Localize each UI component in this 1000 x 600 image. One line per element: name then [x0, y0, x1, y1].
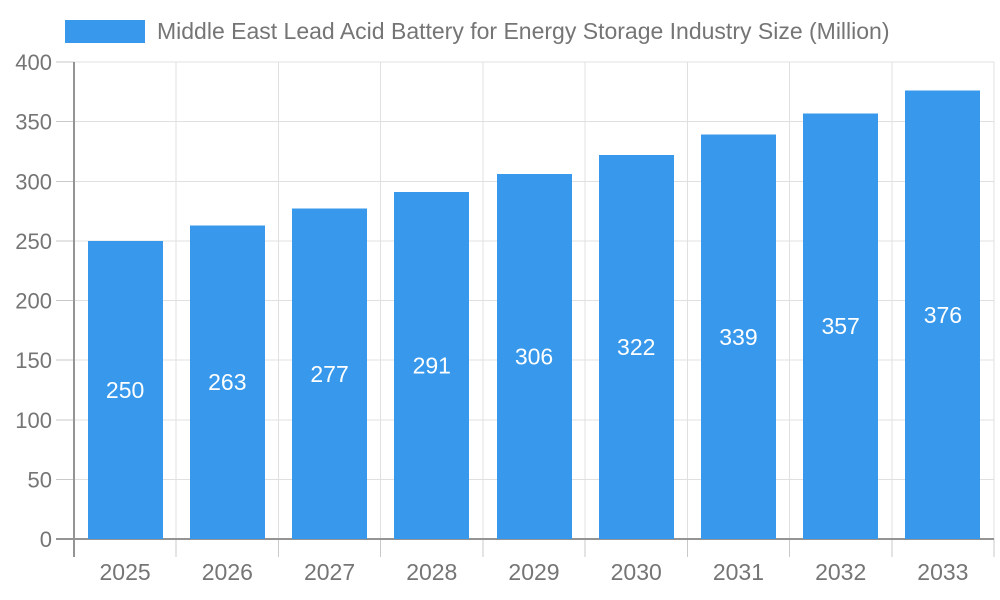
x-axis-label: 2032 [815, 559, 866, 585]
y-axis-label: 250 [15, 229, 52, 254]
y-axis-label: 350 [15, 110, 52, 135]
x-axis-label: 2029 [508, 559, 559, 585]
y-axis-label: 50 [28, 467, 52, 492]
x-axis-label: 2031 [713, 559, 764, 585]
bar-value-label: 263 [208, 369, 246, 395]
x-axis-label: 2033 [917, 559, 968, 585]
bar-value-label: 376 [924, 302, 962, 328]
bar-2029[interactable] [497, 174, 572, 539]
y-axis-label: 0 [40, 527, 52, 552]
bar-2027[interactable] [292, 208, 367, 540]
bar-2033[interactable] [905, 90, 980, 540]
legend-swatch [65, 19, 145, 43]
bar-value-label: 277 [310, 361, 348, 387]
bar-2028[interactable] [394, 191, 469, 540]
legend: Middle East Lead Acid Battery for Energy… [65, 17, 890, 45]
x-axis-label: 2026 [202, 559, 253, 585]
bar-2032[interactable] [803, 113, 878, 539]
bar-value-label: 339 [719, 324, 757, 350]
bar-2026[interactable] [190, 225, 265, 539]
bar-value-label: 357 [821, 313, 859, 339]
bar-2025[interactable] [88, 240, 163, 539]
chart-title: Middle East Lead Acid Battery for Energy… [157, 18, 890, 44]
x-axis-label: 2027 [304, 559, 355, 585]
y-axis-label: 200 [15, 289, 52, 314]
bar-value-label: 250 [106, 377, 144, 403]
bar-value-label: 322 [617, 334, 655, 360]
bar-2030[interactable] [599, 155, 674, 539]
y-axis-label: 400 [15, 50, 52, 75]
bar-value-label: 291 [413, 352, 451, 378]
x-axis-label: 2030 [611, 559, 662, 585]
y-axis-label: 100 [15, 408, 52, 433]
x-axis-label: 2025 [100, 559, 151, 585]
y-axis-label: 150 [15, 348, 52, 373]
bar-value-label: 306 [515, 344, 553, 370]
bar-2031[interactable] [701, 134, 776, 539]
y-axis-label: 300 [15, 169, 52, 194]
x-axis-label: 2028 [406, 559, 457, 585]
